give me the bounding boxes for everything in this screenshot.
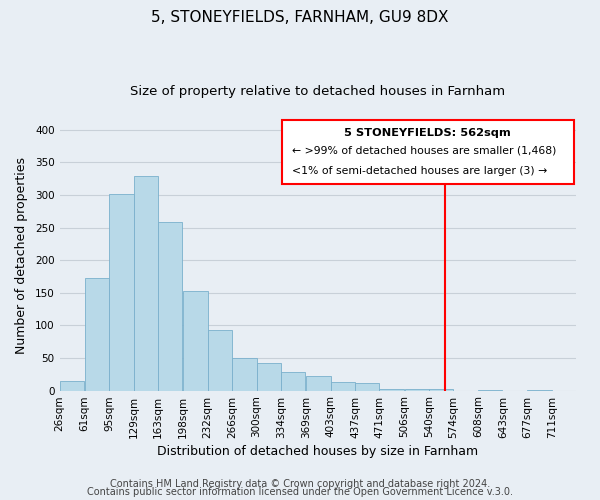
Bar [232, 358, 257, 390]
Bar [109, 194, 134, 390]
Bar [158, 222, 182, 390]
Bar [59, 381, 84, 390]
Text: 5, STONEYFIELDS, FARNHAM, GU9 8DX: 5, STONEYFIELDS, FARNHAM, GU9 8DX [151, 10, 449, 25]
Bar [355, 384, 379, 390]
Text: ← >99% of detached houses are smaller (1,468): ← >99% of detached houses are smaller (1… [292, 146, 556, 156]
Text: <1% of semi-detached houses are larger (3) →: <1% of semi-detached houses are larger (… [292, 166, 547, 176]
Text: 5 STONEYFIELDS: 562sqm: 5 STONEYFIELDS: 562sqm [344, 128, 511, 138]
Bar [379, 388, 404, 390]
Bar [134, 176, 158, 390]
Bar [331, 382, 355, 390]
Bar [306, 376, 331, 390]
Bar [85, 278, 109, 390]
X-axis label: Distribution of detached houses by size in Farnham: Distribution of detached houses by size … [157, 444, 479, 458]
Bar [257, 363, 281, 390]
Text: Contains HM Land Registry data © Crown copyright and database right 2024.: Contains HM Land Registry data © Crown c… [110, 479, 490, 489]
Bar [281, 372, 305, 390]
Title: Size of property relative to detached houses in Farnham: Size of property relative to detached ho… [130, 85, 506, 98]
Y-axis label: Number of detached properties: Number of detached properties [15, 157, 28, 354]
FancyBboxPatch shape [282, 120, 574, 184]
Bar [183, 292, 208, 390]
Text: Contains public sector information licensed under the Open Government Licence v.: Contains public sector information licen… [87, 487, 513, 497]
Bar [208, 330, 232, 390]
